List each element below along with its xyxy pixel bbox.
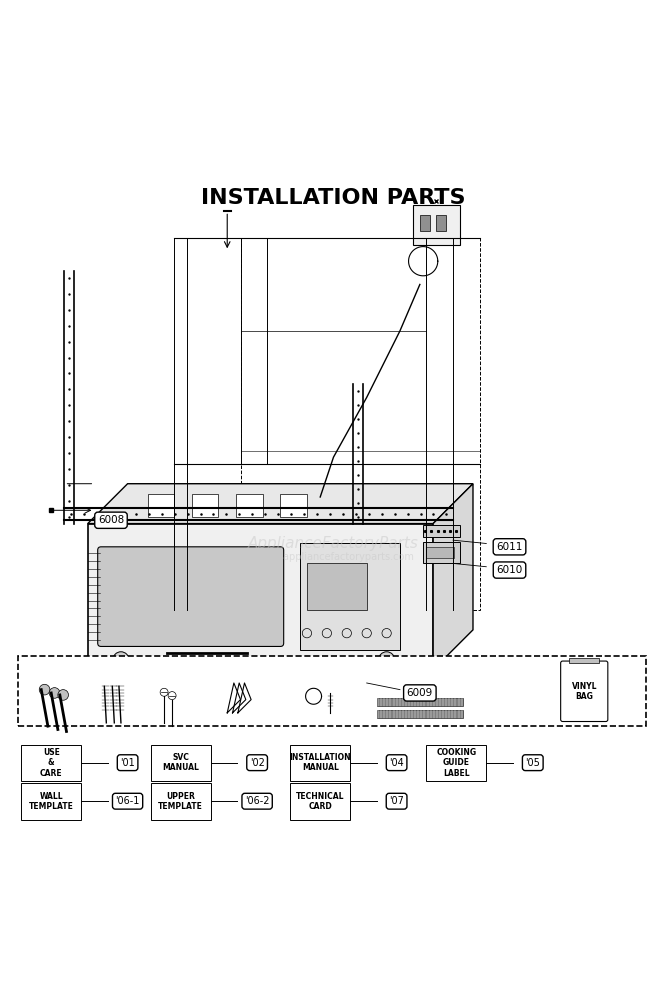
Circle shape <box>113 652 129 668</box>
FancyBboxPatch shape <box>307 564 367 610</box>
Text: '05: '05 <box>526 757 540 767</box>
FancyBboxPatch shape <box>423 542 460 564</box>
Text: COOKING
GUIDE
LABEL: COOKING GUIDE LABEL <box>436 747 476 777</box>
Text: 6010: 6010 <box>496 565 523 576</box>
FancyBboxPatch shape <box>290 783 350 820</box>
Text: '07: '07 <box>389 796 404 806</box>
FancyBboxPatch shape <box>280 494 307 517</box>
Text: '06-2: '06-2 <box>245 796 269 806</box>
Text: VINYL
BAG: VINYL BAG <box>572 682 597 701</box>
Polygon shape <box>433 484 473 670</box>
Text: 6008: 6008 <box>98 515 124 525</box>
FancyBboxPatch shape <box>300 544 400 650</box>
Text: TECHNICAL
CARD: TECHNICAL CARD <box>296 791 344 811</box>
Text: '04: '04 <box>390 757 404 767</box>
FancyBboxPatch shape <box>414 205 460 245</box>
Text: ApplianceFactoryParts: ApplianceFactoryParts <box>248 536 419 551</box>
FancyBboxPatch shape <box>570 658 599 663</box>
Text: http://appliancefactoryparts.com: http://appliancefactoryparts.com <box>253 552 414 562</box>
Text: WALL
TEMPLATE: WALL TEMPLATE <box>29 791 73 811</box>
Text: 6011: 6011 <box>496 542 523 552</box>
Circle shape <box>168 692 176 700</box>
Text: UPPER
TEMPLATE: UPPER TEMPLATE <box>158 791 203 811</box>
Text: 6009: 6009 <box>407 688 433 698</box>
FancyBboxPatch shape <box>151 745 211 781</box>
FancyBboxPatch shape <box>426 548 454 558</box>
FancyBboxPatch shape <box>97 547 283 646</box>
FancyBboxPatch shape <box>151 783 211 820</box>
Text: USE
&
CARE: USE & CARE <box>40 747 63 777</box>
Text: INSTALLATION PARTS: INSTALLATION PARTS <box>201 188 466 208</box>
Text: '02: '02 <box>249 757 265 767</box>
Circle shape <box>39 684 50 695</box>
FancyBboxPatch shape <box>377 698 463 706</box>
Circle shape <box>58 690 69 700</box>
FancyBboxPatch shape <box>290 745 350 781</box>
FancyBboxPatch shape <box>426 745 486 781</box>
Text: SVC
MANUAL: SVC MANUAL <box>162 753 199 772</box>
FancyBboxPatch shape <box>420 215 430 232</box>
Polygon shape <box>88 484 473 524</box>
Circle shape <box>49 688 60 698</box>
FancyBboxPatch shape <box>21 745 81 781</box>
FancyBboxPatch shape <box>236 494 263 517</box>
FancyBboxPatch shape <box>18 656 646 727</box>
Circle shape <box>160 688 168 696</box>
FancyBboxPatch shape <box>561 661 608 722</box>
FancyBboxPatch shape <box>377 711 463 719</box>
FancyBboxPatch shape <box>147 494 174 517</box>
FancyBboxPatch shape <box>88 524 433 670</box>
Text: '01: '01 <box>120 757 135 767</box>
FancyBboxPatch shape <box>192 494 218 517</box>
FancyBboxPatch shape <box>436 215 446 232</box>
Text: INSTALLATION
MANUAL: INSTALLATION MANUAL <box>289 753 351 772</box>
FancyBboxPatch shape <box>423 525 460 537</box>
Text: '06-1: '06-1 <box>115 796 140 806</box>
FancyBboxPatch shape <box>21 783 81 820</box>
Circle shape <box>379 652 395 668</box>
